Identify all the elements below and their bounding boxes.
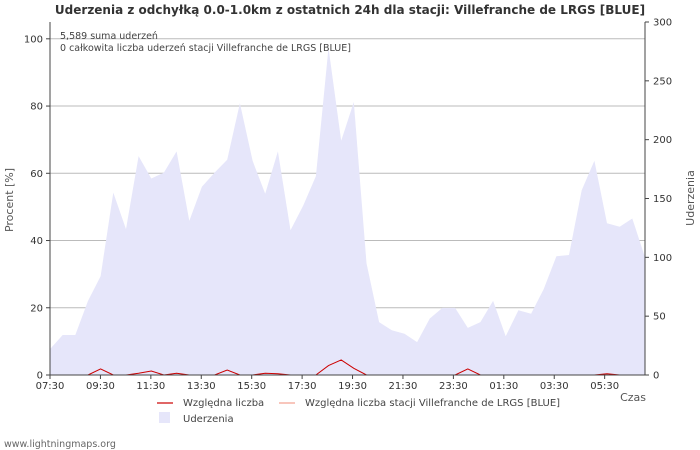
annotation-total-strikes: 5,589 suma uderzeń [60,31,158,42]
x-tick-label: 01:30 [489,381,518,392]
legend: Względna liczba Względna liczba stacji V… [157,398,560,425]
x-tick-label: 09:30 [86,381,115,392]
left-y-tick-label: 80 [30,102,43,113]
legend-swatch-strikes [159,412,170,423]
chart-title: Uderzenia z odchyłką 0.0-1.0km z ostatni… [55,3,645,17]
right-y-tick-label: 0 [653,371,659,382]
right-y-axis-label: Uderzenia [684,170,697,226]
x-tick-label: 15:30 [237,381,266,392]
right-y-tick-label: 300 [653,18,672,29]
left-y-axis-label: Procent [%] [3,168,16,232]
left-y-tick-label: 20 [30,303,43,314]
right-y-tick-label: 50 [653,312,666,323]
right-y-axis-ticks: 0 50 100 150 200 250 300 [645,18,672,382]
right-y-tick-label: 150 [653,194,672,205]
x-tick-label: 21:30 [389,381,418,392]
strikes-area-series [50,47,645,376]
legend-label-station-relative-count: Względna liczba stacji Villefranche de L… [305,398,560,409]
legend-label-strikes: Uderzenia [183,414,234,425]
left-y-tick-label: 0 [37,371,43,382]
x-tick-label: 05:30 [590,381,619,392]
left-y-tick-label: 60 [30,169,43,180]
x-tick-label: 19:30 [338,381,367,392]
right-y-tick-label: 200 [653,135,672,146]
footer-source: www.lightningmaps.org [4,439,116,450]
x-tick-label: 13:30 [187,381,216,392]
legend-label-relative-count: Względna liczba [183,398,264,409]
annotation-station-strikes: 0 całkowita liczba uderzeń stacji Villef… [60,43,351,54]
left-y-axis-ticks: 0 20 40 60 80 100 [24,34,50,382]
left-y-tick-label: 100 [24,34,43,45]
x-tick-label: 03:30 [540,381,569,392]
x-tick-label: 07:30 [36,381,65,392]
right-y-tick-label: 250 [653,76,672,87]
x-tick-label: 17:30 [288,381,317,392]
x-axis-ticks: 07:30 09:30 11:30 13:30 15:30 17:30 19:30 21:30… [36,375,619,392]
x-tick-label: 11:30 [136,381,165,392]
left-y-tick-label: 40 [30,236,43,247]
x-tick-label: 23:30 [439,381,468,392]
right-y-tick-label: 100 [653,253,672,264]
x-axis-label: Czas [620,391,646,404]
